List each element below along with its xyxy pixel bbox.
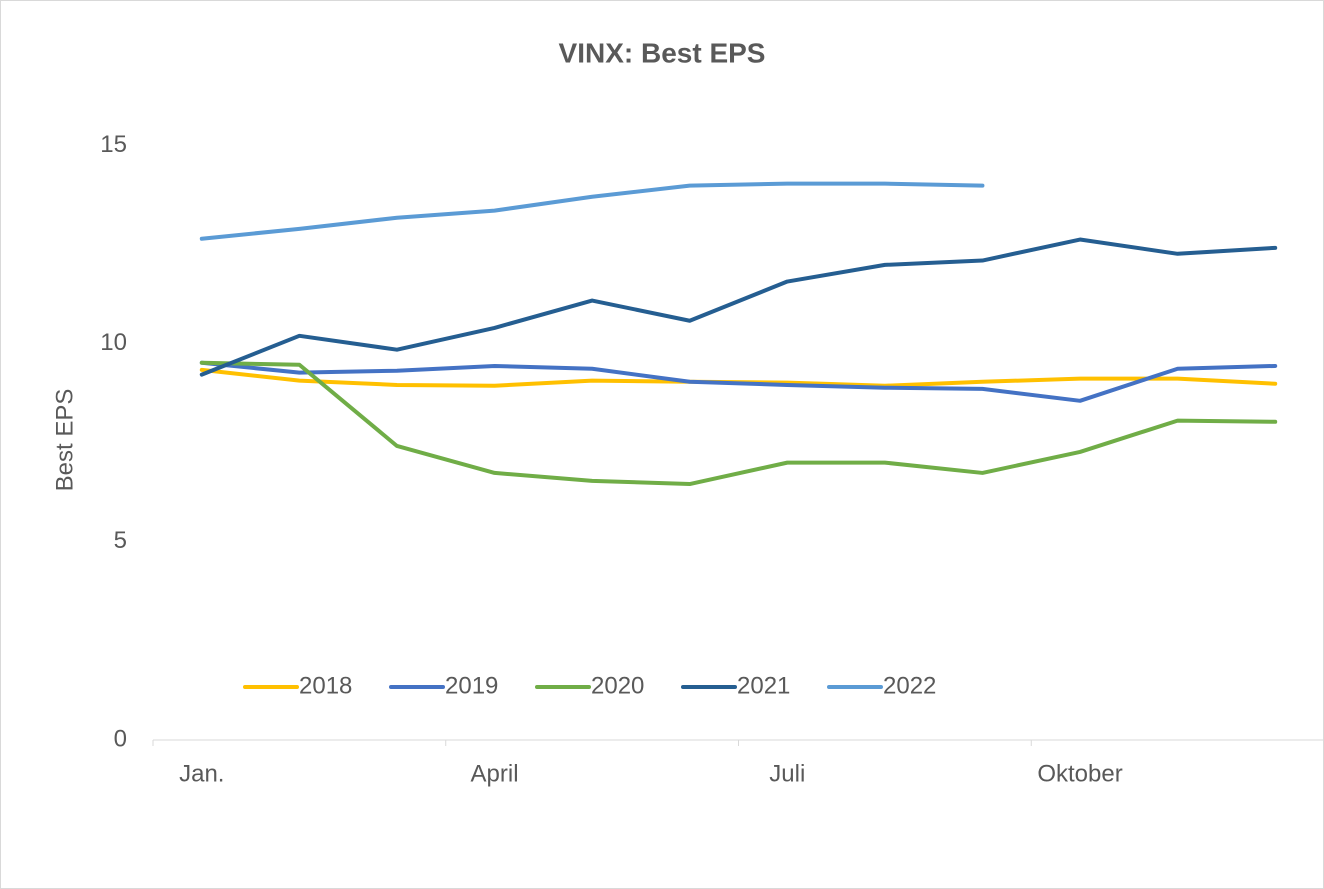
- y-tick-label: 5: [114, 527, 127, 554]
- x-tick-label: Jan.: [179, 760, 224, 787]
- y-tick-label: 15: [100, 131, 127, 158]
- y-tick-label: 0: [114, 725, 127, 752]
- legend-label: 2020: [591, 672, 644, 699]
- line-series: [199, 360, 1278, 403]
- line-series: [199, 360, 1278, 487]
- x-tick-label: Juli: [769, 760, 805, 787]
- y-tick-label: 10: [100, 329, 127, 356]
- legend-label: 2022: [883, 672, 936, 699]
- legend-label: 2021: [737, 672, 790, 699]
- legend-label: 2019: [445, 672, 498, 699]
- x-tick-label: April: [471, 760, 519, 787]
- legend-label: 2018: [299, 672, 352, 699]
- x-tick-label: Oktober: [1037, 760, 1122, 787]
- chart-title: VINX: Best EPS: [559, 37, 766, 68]
- line-series: [199, 181, 985, 241]
- y-axis-label: Best EPS: [51, 389, 78, 492]
- line-series: [199, 237, 1278, 377]
